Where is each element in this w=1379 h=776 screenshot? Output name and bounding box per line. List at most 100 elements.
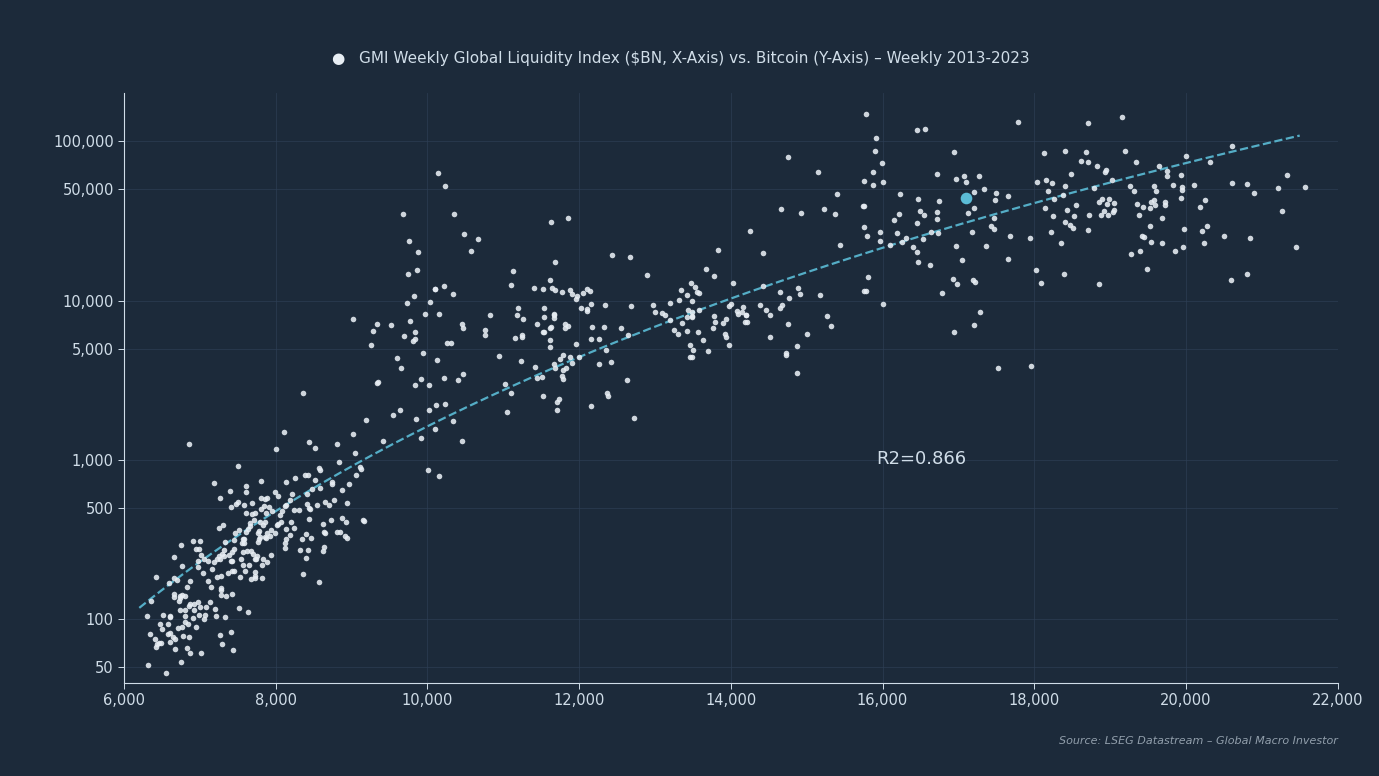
Point: [314, 527, 336, 539]
Point: [252, 500, 274, 512]
Point: [436, 338, 458, 350]
Point: [149, 618, 171, 630]
Point: [244, 572, 266, 584]
Point: [888, 208, 910, 220]
Point: [223, 542, 245, 555]
Point: [247, 527, 269, 539]
Point: [170, 539, 192, 552]
Point: [203, 556, 225, 568]
Point: [581, 333, 603, 345]
Point: [312, 545, 334, 557]
Point: [712, 317, 734, 329]
Point: [203, 477, 225, 490]
Point: [543, 308, 565, 320]
Point: [735, 309, 757, 321]
Point: [571, 286, 593, 299]
Point: [552, 349, 574, 362]
Point: [259, 524, 281, 536]
Point: [327, 438, 349, 450]
Point: [1285, 241, 1307, 253]
Point: [1077, 156, 1099, 168]
Point: [250, 503, 272, 515]
Point: [547, 393, 570, 405]
Point: [244, 507, 266, 519]
Point: [986, 362, 1008, 374]
Point: [524, 361, 546, 373]
Point: [210, 629, 232, 642]
Point: [232, 536, 254, 549]
Point: [150, 637, 172, 650]
Point: [189, 601, 211, 614]
Point: [397, 268, 419, 280]
Point: [228, 495, 250, 508]
Point: [502, 265, 524, 278]
Point: [1169, 169, 1191, 182]
Point: [280, 515, 302, 528]
Point: [345, 469, 367, 481]
Point: [452, 368, 474, 380]
Point: [159, 626, 181, 639]
Point: [587, 333, 610, 345]
Point: [659, 314, 681, 326]
Point: [461, 245, 483, 258]
Point: [1143, 179, 1165, 192]
Point: [510, 331, 532, 344]
Point: [703, 310, 725, 322]
Point: [1070, 155, 1092, 168]
Point: [244, 566, 266, 578]
Point: [1154, 196, 1176, 208]
Point: [670, 284, 692, 296]
Point: [255, 507, 277, 519]
Point: [159, 611, 181, 623]
Point: [247, 535, 269, 548]
Point: [963, 186, 985, 199]
Point: [1043, 192, 1065, 205]
Point: [707, 244, 729, 256]
Point: [434, 179, 456, 192]
Point: [862, 179, 884, 192]
Point: [404, 379, 426, 391]
Point: [979, 220, 1001, 232]
Point: [1139, 220, 1161, 232]
Point: [292, 568, 314, 580]
Point: [179, 575, 201, 587]
Point: [687, 326, 709, 338]
Point: [178, 438, 200, 450]
Point: [778, 292, 800, 304]
Point: [541, 321, 563, 334]
Point: [1198, 155, 1220, 168]
Point: [677, 303, 699, 316]
Point: [532, 282, 554, 295]
Point: [263, 527, 285, 539]
Point: [597, 390, 619, 402]
Point: [928, 195, 950, 207]
Point: [320, 514, 342, 526]
Point: [313, 525, 335, 538]
Point: [418, 379, 440, 391]
Point: [909, 205, 931, 217]
Point: [480, 309, 502, 321]
Point: [1098, 193, 1120, 206]
Point: [228, 523, 250, 535]
Point: [1087, 161, 1109, 173]
Point: [1151, 212, 1174, 224]
Point: [405, 264, 427, 276]
Point: [532, 390, 554, 403]
Point: [623, 412, 645, 424]
Point: [189, 609, 211, 622]
Point: [197, 555, 219, 567]
Point: [214, 611, 236, 623]
Point: [986, 187, 1008, 199]
Point: [731, 306, 753, 318]
Point: [1054, 145, 1076, 158]
Point: [193, 612, 215, 625]
Point: [236, 507, 258, 519]
Point: [352, 514, 374, 526]
Point: [215, 590, 237, 602]
Point: [945, 173, 967, 185]
Point: [852, 199, 874, 212]
Point: [862, 166, 884, 178]
Point: [1059, 220, 1081, 232]
Point: [298, 513, 320, 525]
Point: [688, 303, 710, 316]
